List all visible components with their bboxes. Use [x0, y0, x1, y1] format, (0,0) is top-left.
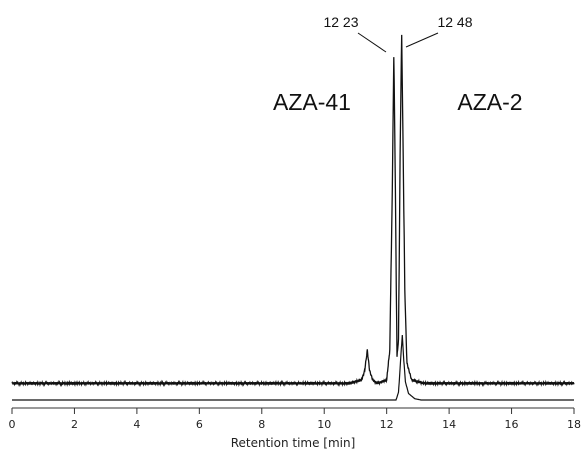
annotation-labels: AZA-41 AZA-2 12 23 12 48 — [273, 14, 523, 115]
x-tick-label: 0 — [9, 418, 16, 431]
peak-label-2: AZA-2 — [457, 89, 522, 115]
traces-group — [11, 34, 575, 401]
x-tick-label: 6 — [196, 418, 203, 431]
x-tick-label: 2 — [71, 418, 78, 431]
x-tick-label: 8 — [258, 418, 265, 431]
peak-label-1: AZA-41 — [273, 89, 351, 115]
retention-time-leader-1 — [357, 32, 387, 53]
x-tick-label: 16 — [505, 418, 519, 431]
retention-time-leader-2 — [405, 32, 439, 48]
x-tick-label: 14 — [442, 418, 456, 431]
retention-time-label-2: 12 48 — [437, 14, 472, 30]
x-tick-label: 12 — [380, 418, 394, 431]
x-axis-title: Retention time [min] — [231, 436, 356, 450]
x-tick-label: 10 — [317, 418, 331, 431]
x-tick-label: 4 — [133, 418, 140, 431]
trace-line-2 — [12, 334, 574, 401]
trace-line-1 — [11, 34, 575, 388]
retention-time-label-1: 12 23 — [323, 14, 358, 30]
x-tick-label: 18 — [567, 418, 581, 431]
x-axis-ticks: 0 2 4 6 8 10 12 14 16 18 — [9, 408, 581, 431]
